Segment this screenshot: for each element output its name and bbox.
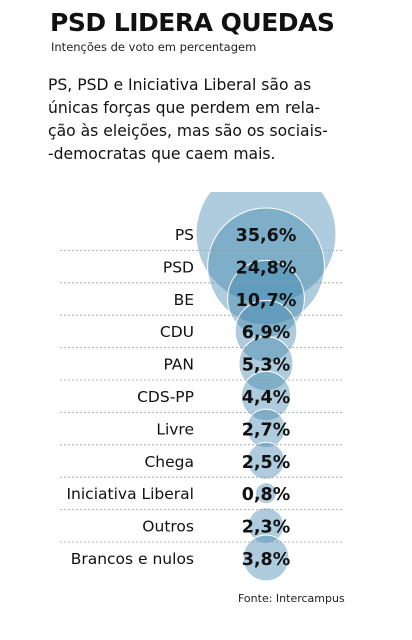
source-note: Fonte: Intercampus	[238, 592, 345, 605]
category-label-pan: PAN	[163, 356, 194, 374]
category-label-ps: PS	[175, 226, 194, 244]
category-label-cds-pp: CDS-PP	[137, 388, 194, 406]
bubble-cdu	[234, 299, 298, 363]
value-label-outros: 2,3%	[242, 518, 291, 538]
bubble-outros	[247, 507, 285, 544]
bubble-cds-pp	[240, 370, 292, 422]
value-label-pan: 5,3%	[242, 356, 291, 376]
bubble-be	[227, 259, 305, 338]
value-label-psd: 24,8%	[236, 258, 297, 278]
value-label-chega: 2,5%	[242, 453, 291, 473]
value-label-brancos-e-nulos: 3,8%	[242, 550, 291, 570]
category-label-iniciativa-liberal: Iniciativa Liberal	[66, 485, 194, 503]
value-label-cdu: 6,9%	[242, 323, 291, 343]
value-label-ps: 35,6%	[236, 226, 297, 246]
value-label-cds-pp: 4,4%	[242, 388, 291, 408]
bubble-pan	[238, 336, 294, 392]
chart-subtitle: Intenções de voto em percentagem	[51, 40, 257, 54]
bubble-iniciativa-liberal	[255, 482, 277, 505]
value-label-livre: 2,7%	[242, 420, 291, 440]
bubble-brancos-e-nulos	[242, 534, 290, 582]
category-label-chega: Chega	[144, 453, 194, 471]
bubble-chega	[247, 441, 285, 480]
value-label-iniciativa-liberal: 0,8%	[242, 485, 291, 505]
bubble-psd	[207, 207, 325, 326]
category-label-psd: PSD	[163, 258, 194, 276]
value-label-be: 10,7%	[236, 291, 297, 311]
chart-title: PSD LIDERA QUEDAS	[50, 8, 335, 37]
bubble-livre	[246, 408, 286, 449]
category-label-brancos-e-nulos: Brancos e nulos	[71, 550, 194, 568]
category-label-livre: Livre	[156, 420, 194, 438]
category-label-cdu: CDU	[160, 323, 194, 341]
category-label-be: BE	[174, 291, 194, 309]
lead-paragraph: PS, PSD e Iniciativa Liberal são as únic…	[48, 76, 328, 163]
category-label-outros: Outros	[142, 518, 194, 536]
